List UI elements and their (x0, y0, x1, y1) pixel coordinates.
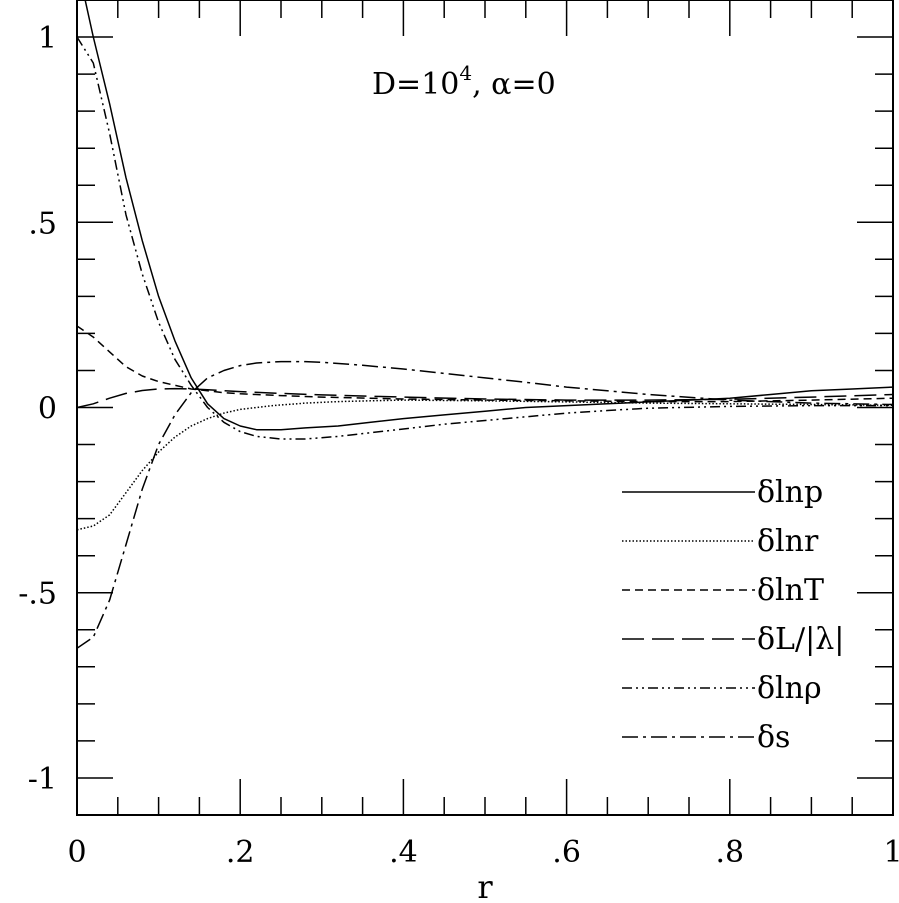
x-axis-label: r (477, 868, 493, 903)
x-tick-label: .8 (715, 835, 744, 870)
series-layer (77, 0, 893, 649)
y-tick-label: .5 (28, 206, 57, 241)
y-tick-label: 0 (38, 392, 57, 427)
y-tick-labels: 1 .5 0 -.5 -1 (18, 21, 57, 797)
plot-frame (76, 0, 894, 816)
ticks-layer (76, 0, 894, 816)
series-line-5 (77, 36, 893, 440)
x-tick-labels: 0 .2 .4 .6 .8 1 (67, 835, 899, 870)
series-line-6 (77, 360, 893, 649)
series-line-3 (77, 325, 893, 403)
series-line-1 (84, 0, 893, 431)
x-tick-label: .4 (389, 835, 418, 870)
y-tick-label: -.5 (18, 577, 57, 612)
x-tick-label: .2 (226, 835, 255, 870)
annotation-suffix: , α=0 (472, 67, 556, 102)
legend-label: δlnT (757, 573, 824, 608)
legend-label: δL/|λ| (757, 622, 844, 657)
annotation-prefix: D=10 (372, 67, 459, 102)
legend-label: δlnρ (757, 671, 822, 706)
legend-label: δs (757, 720, 790, 755)
series-line-2 (77, 399, 893, 531)
x-tick-label: 0 (67, 835, 86, 870)
x-tick-label: 1 (883, 835, 899, 870)
annotation-superscript: 4 (459, 61, 472, 85)
legend-label: δlnr (757, 524, 819, 559)
x-tick-label: .6 (552, 835, 581, 870)
y-tick-label: -1 (28, 762, 57, 797)
series-line-4 (77, 387, 893, 409)
legend: δlnp δlnr δlnT δL/|λ| δlnρ δs (622, 475, 844, 755)
legend-label: δlnp (757, 475, 823, 510)
y-tick-label: 1 (38, 21, 57, 56)
chart-annotation: D=104, α=0 (372, 61, 556, 102)
